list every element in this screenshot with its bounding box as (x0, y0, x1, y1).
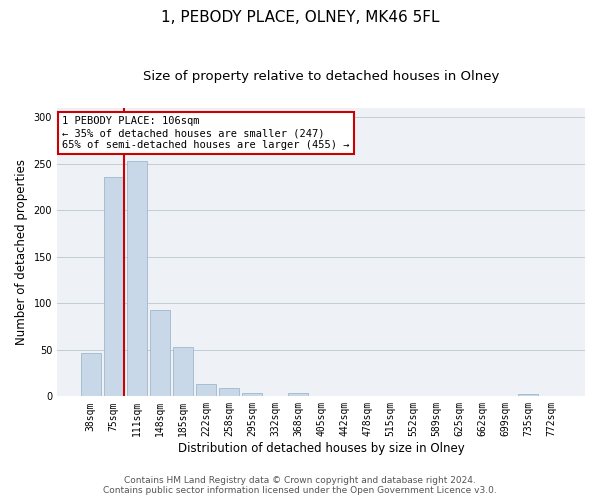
Bar (288, 392, 308, 396)
Y-axis label: Number of detached properties: Number of detached properties (15, 159, 28, 345)
X-axis label: Distribution of detached houses by size in Olney: Distribution of detached houses by size … (178, 442, 464, 455)
Text: 1 PEBODY PLACE: 106sqm
← 35% of detached houses are smaller (247)
65% of semi-de: 1 PEBODY PLACE: 106sqm ← 35% of detached… (62, 116, 350, 150)
Bar (127, 161, 146, 396)
Bar (196, 384, 216, 396)
Title: Size of property relative to detached houses in Olney: Size of property relative to detached ho… (143, 70, 499, 83)
Text: Contains HM Land Registry data © Crown copyright and database right 2024.
Contai: Contains HM Land Registry data © Crown c… (103, 476, 497, 495)
Bar (104, 176, 124, 396)
Bar (219, 388, 239, 396)
Bar (242, 392, 262, 396)
Bar (518, 394, 538, 396)
Bar (81, 352, 101, 397)
Bar (150, 310, 170, 396)
Text: 1, PEBODY PLACE, OLNEY, MK46 5FL: 1, PEBODY PLACE, OLNEY, MK46 5FL (161, 10, 439, 25)
Bar (173, 347, 193, 397)
